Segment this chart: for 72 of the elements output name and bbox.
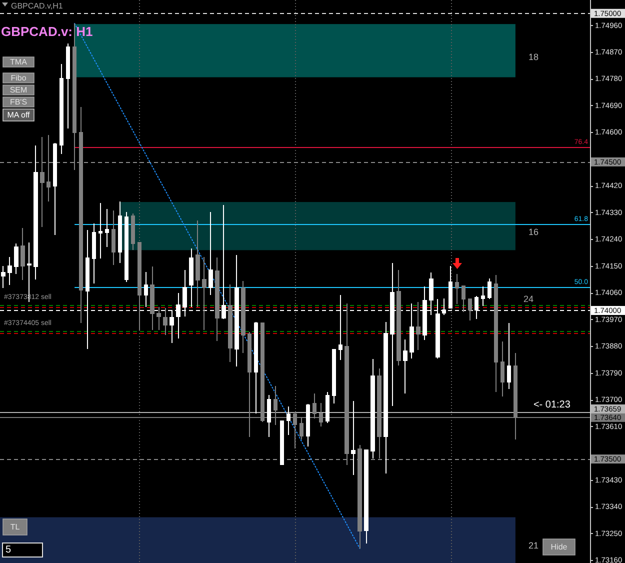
candlestick bbox=[506, 322, 512, 390]
candlestick bbox=[202, 256, 206, 331]
annotation: TMA bbox=[10, 58, 28, 66]
annotation: Fibo bbox=[10, 74, 27, 82]
candlestick bbox=[325, 391, 330, 424]
text: GBPCAD.v: H1 bbox=[1, 24, 93, 39]
band-label: 18 bbox=[528, 52, 538, 62]
candlestick bbox=[20, 227, 25, 281]
candlestick bbox=[403, 339, 408, 394]
button[interactable]: TL bbox=[2, 518, 28, 536]
candlestick bbox=[266, 394, 272, 438]
candlestick bbox=[370, 358, 375, 459]
button[interactable]: FB'S bbox=[2, 96, 34, 108]
annotation: SEM bbox=[10, 86, 28, 94]
candlestick bbox=[487, 278, 492, 300]
candlestick bbox=[286, 406, 291, 436]
candlestick bbox=[280, 420, 284, 466]
candlestick bbox=[8, 256, 12, 286]
candlestick bbox=[196, 220, 200, 308]
candlestick bbox=[137, 242, 142, 331]
annotation: TL bbox=[10, 522, 20, 532]
candlestick bbox=[144, 271, 148, 308]
candlestick bbox=[118, 201, 122, 264]
button[interactable]: MA off bbox=[2, 108, 34, 122]
candlestick bbox=[163, 308, 168, 336]
candlestick bbox=[98, 202, 103, 259]
candlestick bbox=[59, 64, 64, 154]
candlestick bbox=[461, 286, 466, 313]
button[interactable]: SEM bbox=[2, 84, 34, 96]
candlestick bbox=[92, 222, 96, 284]
button[interactable]: Fibo bbox=[2, 72, 34, 84]
button[interactable]: TMA bbox=[2, 56, 34, 68]
candlestick bbox=[208, 211, 213, 296]
candlestick bbox=[156, 306, 161, 331]
annotation: 24 bbox=[523, 294, 534, 304]
candlestick bbox=[1, 265, 6, 289]
annotation: <- 01:23 bbox=[533, 399, 571, 410]
candlestick bbox=[454, 273, 460, 305]
candlestick bbox=[384, 321, 388, 474]
candlestick bbox=[189, 248, 194, 308]
candlestick bbox=[254, 321, 258, 414]
band-label: 16 bbox=[528, 226, 538, 237]
candlestick bbox=[332, 348, 336, 404]
candlestick bbox=[416, 301, 420, 350]
candlestick bbox=[104, 208, 110, 248]
candlestick bbox=[396, 270, 401, 366]
candlestick bbox=[66, 42, 70, 129]
band-label: 21 bbox=[528, 540, 538, 551]
candlestick bbox=[480, 286, 486, 307]
candlestick bbox=[306, 404, 310, 448]
annotation: GBPCAD.v,H1 bbox=[11, 2, 64, 10]
button[interactable]: Hide bbox=[542, 538, 576, 556]
candlestick bbox=[150, 266, 154, 331]
candlestick bbox=[34, 145, 38, 280]
candlestick bbox=[351, 400, 356, 476]
annotation: FB'S bbox=[10, 98, 28, 106]
candlestick bbox=[124, 211, 129, 282]
candlestick bbox=[111, 210, 116, 266]
candlestick bbox=[14, 242, 18, 274]
candlestick bbox=[500, 341, 505, 398]
candlestick bbox=[52, 142, 58, 236]
text-field[interactable]: 5 bbox=[2, 542, 43, 558]
candlestick bbox=[468, 298, 472, 322]
annotation: 5 bbox=[6, 544, 12, 556]
candlestick bbox=[215, 257, 220, 342]
candlestick bbox=[130, 212, 136, 251]
candlestick bbox=[494, 274, 498, 393]
candlestick bbox=[364, 450, 368, 544]
annotation: Hide bbox=[550, 542, 568, 552]
annotation: MA off bbox=[7, 110, 31, 120]
candlestick bbox=[228, 284, 232, 362]
candlestick bbox=[241, 280, 246, 354]
